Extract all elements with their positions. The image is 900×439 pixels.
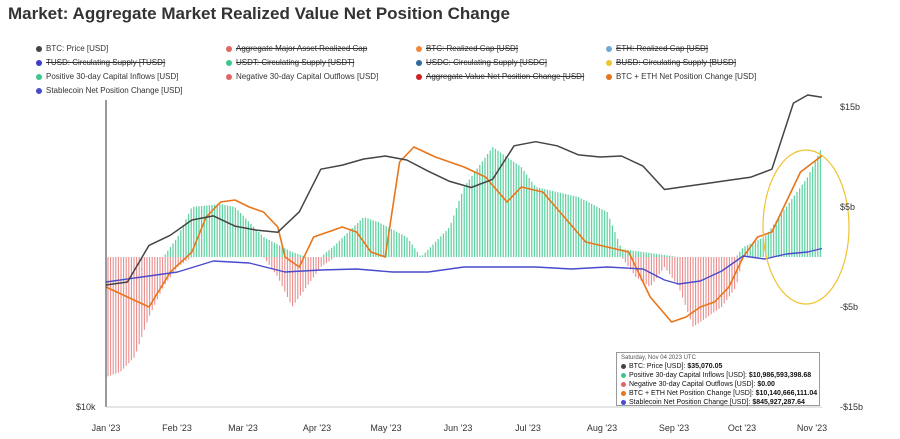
btc-price-line — [105, 94, 823, 286]
legend-dot-icon — [226, 45, 232, 52]
tooltip-label: Stablecoin Net Position Change [USD]: — [629, 399, 753, 406]
tooltip-value: $10,986,593,398.68 — [748, 372, 812, 379]
tooltip-value: $0.00 — [757, 381, 775, 388]
x-tick-label: Jul '23 — [515, 423, 541, 433]
tooltip-date: Saturday, Nov 04 2023 UTC — [621, 355, 696, 361]
legend-dot-icon — [416, 45, 422, 52]
x-tick-label: Feb '23 — [162, 423, 192, 433]
legend-item[interactable]: Negative 30-day Capital Outflows [USD] — [226, 72, 378, 81]
legend-label: BTC + ETH Net Position Change [USD] — [616, 72, 757, 81]
legend-item[interactable]: USDC: Circulating Supply [USDC] — [416, 58, 547, 67]
legend-dot-icon — [36, 59, 42, 66]
legend-item[interactable]: Stablecoin Net Position Change [USD] — [36, 86, 183, 95]
legend-label: Stablecoin Net Position Change [USD] — [46, 86, 183, 95]
legend-item[interactable]: BTC + ETH Net Position Change [USD] — [606, 72, 756, 81]
x-tick-label: May '23 — [370, 423, 401, 433]
legend-label: USDC: Circulating Supply [USDC] — [426, 58, 547, 67]
legend-dot-icon — [606, 45, 612, 52]
legend-label: Aggregate Major Asset Realized Cap — [236, 44, 368, 53]
y-left-tick-label: $10k — [76, 402, 96, 412]
tooltip-row: Positive 30-day Capital Inflows [USD]: $… — [621, 372, 815, 381]
legend-item[interactable]: USDT: Circulating Supply [USDT] — [226, 58, 354, 67]
legend-item[interactable]: BTC: Realized Cap [USD] — [416, 44, 518, 53]
x-tick-label: Oct '23 — [728, 423, 756, 433]
legend-dot-icon — [36, 73, 42, 80]
x-tick-label: Apr '23 — [303, 423, 331, 433]
tooltip: Saturday, Nov 04 2023 UTC BTC: Price [US… — [616, 352, 820, 406]
legend-dot-icon — [226, 59, 232, 66]
tooltip-label: Negative 30-day Capital Outflows [USD]: — [629, 381, 758, 388]
tooltip-row: BTC + ETH Net Position Change [USD]: $10… — [621, 390, 818, 399]
legend-label: USDT: Circulating Supply [USDT] — [236, 58, 355, 67]
x-tick-label: Jun '23 — [444, 423, 473, 433]
tooltip-label: Positive 30-day Capital Inflows [USD]: — [629, 372, 749, 379]
highlight-ellipse — [762, 149, 850, 305]
legend-item[interactable]: BUSD: Circulating Supply [BUSD] — [606, 58, 736, 67]
legend-label: BTC: Realized Cap [USD] — [426, 44, 519, 53]
stablecoin-net-position-line — [105, 247, 823, 285]
legend-dot-icon — [606, 59, 612, 66]
y-right-tick-label: -$15b — [840, 402, 863, 412]
tooltip-dot-icon — [621, 372, 626, 378]
legend-dot-icon — [416, 73, 422, 80]
legend-dot-icon — [36, 87, 42, 94]
y-right-tick-label: $15b — [840, 102, 860, 112]
legend-dot-icon — [226, 73, 232, 80]
tooltip-value: $845,927,287.64 — [752, 399, 805, 406]
tooltip-dot-icon — [621, 390, 626, 396]
legend-label: BTC: Price [USD] — [46, 44, 109, 53]
tooltip-value: $35,070.05 — [687, 363, 723, 370]
legend-dot-icon — [36, 45, 42, 52]
y-right-tick-label: -$5b — [840, 302, 858, 312]
tooltip-row: BTC: Price [USD]: $35,070.05 — [621, 363, 815, 372]
tooltip-dot-icon — [621, 381, 626, 387]
y-right-tick-label: $5b — [840, 202, 855, 212]
legend-item[interactable]: Aggregate Major Asset Realized Cap — [226, 44, 367, 53]
legend-label: ETH: Realized Cap [USD] — [616, 44, 709, 53]
legend-label: BUSD: Circulating Supply [BUSD] — [616, 58, 737, 67]
x-tick-label: Nov '23 — [797, 423, 827, 433]
tooltip-label: BTC: Price [USD]: — [629, 363, 688, 370]
chart-title: Market: Aggregate Market Realized Value … — [8, 4, 510, 23]
legend-label: Positive 30-day Capital Inflows [USD] — [46, 72, 179, 81]
tooltip-row: Stablecoin Net Position Change [USD]: $8… — [621, 399, 815, 408]
tooltip-row: Negative 30-day Capital Outflows [USD]: … — [621, 381, 815, 390]
tooltip-dot-icon — [621, 363, 626, 369]
x-tick-label: Sep '23 — [659, 423, 689, 433]
legend-label: Aggregate Value Net Position Change [USD… — [426, 72, 585, 81]
legend-item[interactable]: Positive 30-day Capital Inflows [USD] — [36, 72, 179, 81]
x-tick-label: Jan '23 — [92, 423, 121, 433]
legend-item[interactable]: TUSD: Circulating Supply [TUSD] — [36, 58, 165, 67]
btc-eth-net-position-line — [105, 146, 823, 323]
legend-dot-icon — [416, 59, 422, 66]
legend-item[interactable]: Aggregate Value Net Position Change [USD… — [416, 72, 584, 81]
legend-item[interactable]: ETH: Realized Cap [USD] — [606, 44, 708, 53]
x-tick-label: Aug '23 — [587, 423, 617, 433]
tooltip-value: $10,140,666,111.04 — [755, 390, 818, 397]
legend-dot-icon — [606, 73, 612, 80]
x-tick-label: Mar '23 — [228, 423, 258, 433]
tooltip-label: BTC + ETH Net Position Change [USD]: — [629, 390, 756, 397]
legend-label: TUSD: Circulating Supply [TUSD] — [46, 58, 166, 67]
legend-label: Negative 30-day Capital Outflows [USD] — [236, 72, 379, 81]
tooltip-dot-icon — [621, 399, 626, 405]
legend-item[interactable]: BTC: Price [USD] — [36, 44, 108, 53]
